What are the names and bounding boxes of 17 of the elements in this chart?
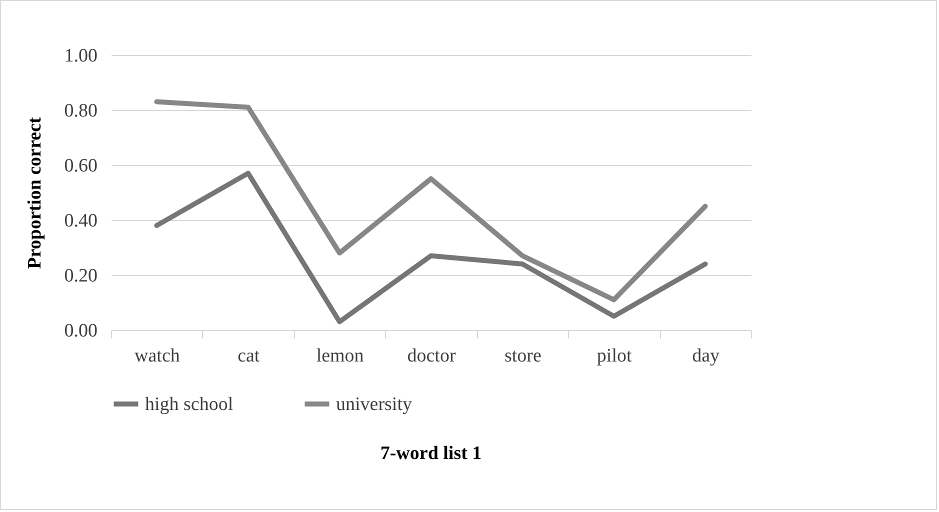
x-tick-label: store — [504, 346, 542, 366]
x-tick-label: pilot — [596, 346, 632, 366]
x-tick-label: watch — [134, 346, 180, 366]
y-tick-label: 0.40 — [64, 210, 98, 232]
x-tick-label: cat — [238, 346, 260, 366]
x-tick-label: day — [692, 346, 720, 366]
x-axis-title: 7-word list 1 — [380, 443, 482, 464]
y-tick-label: 0.80 — [64, 100, 98, 122]
x-tick-label: lemon — [316, 346, 364, 366]
y-axis-title: Proportion correct — [24, 116, 46, 269]
y-tick-label: 0.00 — [64, 320, 98, 342]
y-tick-label: 1.00 — [64, 46, 98, 66]
legend-label: university — [336, 394, 412, 415]
x-tick-label: doctor — [407, 346, 456, 366]
legend-label: high school — [145, 394, 234, 415]
y-tick-label: 0.60 — [64, 156, 98, 176]
y-tick-label: 0.20 — [64, 266, 98, 286]
